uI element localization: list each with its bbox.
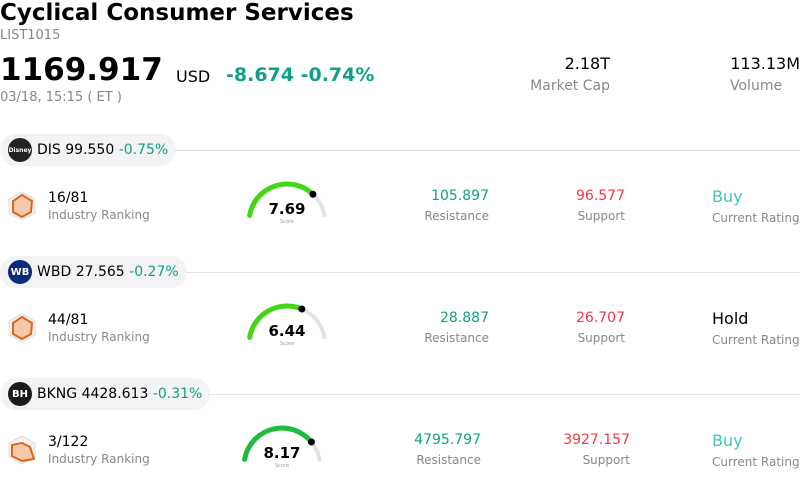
current-rating: Buy: [712, 187, 743, 206]
current-rating-label: Current Rating: [712, 333, 800, 347]
score-gauge: [247, 303, 327, 340]
stock-change: -0.27%: [129, 264, 179, 280]
current-rating-label: Current Rating: [712, 455, 800, 469]
industry-rank: 16/81: [48, 190, 89, 206]
gauge-marker: [307, 438, 315, 446]
index-code: LIST1015: [0, 28, 61, 43]
support-value: 3927.157: [563, 432, 630, 448]
stock-price: 99.550: [65, 142, 115, 158]
ticker: BKNG: [37, 386, 78, 402]
resistance-value: 28.887: [440, 310, 489, 326]
score-value: 8.17: [263, 444, 301, 462]
company-logo-icon: BH: [8, 382, 32, 406]
current-rating-label: Current Rating: [712, 211, 800, 225]
resistance-value: 105.897: [431, 188, 489, 204]
industry-rank-label: Industry Ranking: [48, 330, 150, 344]
volume-label: Volume: [730, 78, 783, 94]
resistance-label: Resistance: [416, 453, 481, 467]
stock-price: 4428.613: [81, 386, 149, 402]
industry-rank-label: Industry Ranking: [48, 208, 150, 222]
support-label: Support: [577, 331, 625, 345]
support-value: 26.707: [576, 310, 625, 326]
score-label: Score: [274, 463, 289, 469]
resistance-label: Resistance: [424, 209, 489, 223]
ranking-radar-icon: [8, 435, 36, 465]
score-value: 7.69: [268, 200, 306, 218]
stock-pill[interactable]: WB WBD 27.565 -0.27%: [0, 256, 187, 288]
volume-value: 113.13M: [730, 54, 800, 73]
stock-change: -0.31%: [152, 386, 203, 402]
ticker: WBD: [37, 264, 72, 280]
company-logo-icon: WB: [8, 260, 32, 284]
currency: USD: [176, 67, 211, 86]
gauge-fill: [247, 303, 305, 340]
resistance-value: 4795.797: [414, 432, 481, 448]
divider: [174, 150, 800, 151]
stock-pill[interactable]: Disney DIS 99.550 -0.75%: [0, 134, 177, 166]
support-value: 96.577: [576, 188, 625, 204]
score-gauge: [247, 181, 327, 218]
ranking-radar-icon: [8, 191, 36, 221]
industry-rank: 44/81: [48, 312, 89, 328]
current-rating: Buy: [712, 431, 743, 450]
industry-rank: 3/122: [48, 434, 89, 450]
timestamp: 03/18, 15:15 ( ET ): [0, 90, 122, 105]
current-rating: Hold: [712, 309, 749, 328]
resistance-label: Resistance: [424, 331, 489, 345]
ticker: DIS: [37, 142, 61, 158]
industry-rank-label: Industry Ranking: [48, 452, 150, 466]
company-logo-icon: Disney: [8, 138, 32, 162]
score-label: Score: [279, 341, 294, 347]
gauge-marker: [298, 305, 306, 313]
index-price: 1169.917: [0, 52, 163, 88]
support-label: Support: [582, 453, 630, 467]
price-change: -8.674 -0.74%: [226, 64, 375, 86]
market-cap-label: Market Cap: [530, 78, 610, 94]
score-gauge: [242, 425, 322, 462]
gauge-marker: [309, 190, 317, 198]
support-label: Support: [577, 209, 625, 223]
gauge-fill: [247, 181, 316, 218]
score-label: Score: [279, 219, 294, 225]
stock-pill[interactable]: BH BKNG 4428.613 -0.31%: [0, 378, 211, 410]
ranking-radar-icon: [8, 313, 36, 343]
divider: [186, 272, 800, 273]
page-title: Cyclical Consumer Services: [0, 0, 354, 26]
divider: [208, 394, 800, 395]
stock-price: 27.565: [75, 264, 125, 280]
stock-change: -0.75%: [118, 142, 169, 158]
market-cap-value: 2.18T: [564, 54, 610, 73]
score-value: 6.44: [268, 322, 306, 340]
gauge-fill: [242, 425, 314, 462]
